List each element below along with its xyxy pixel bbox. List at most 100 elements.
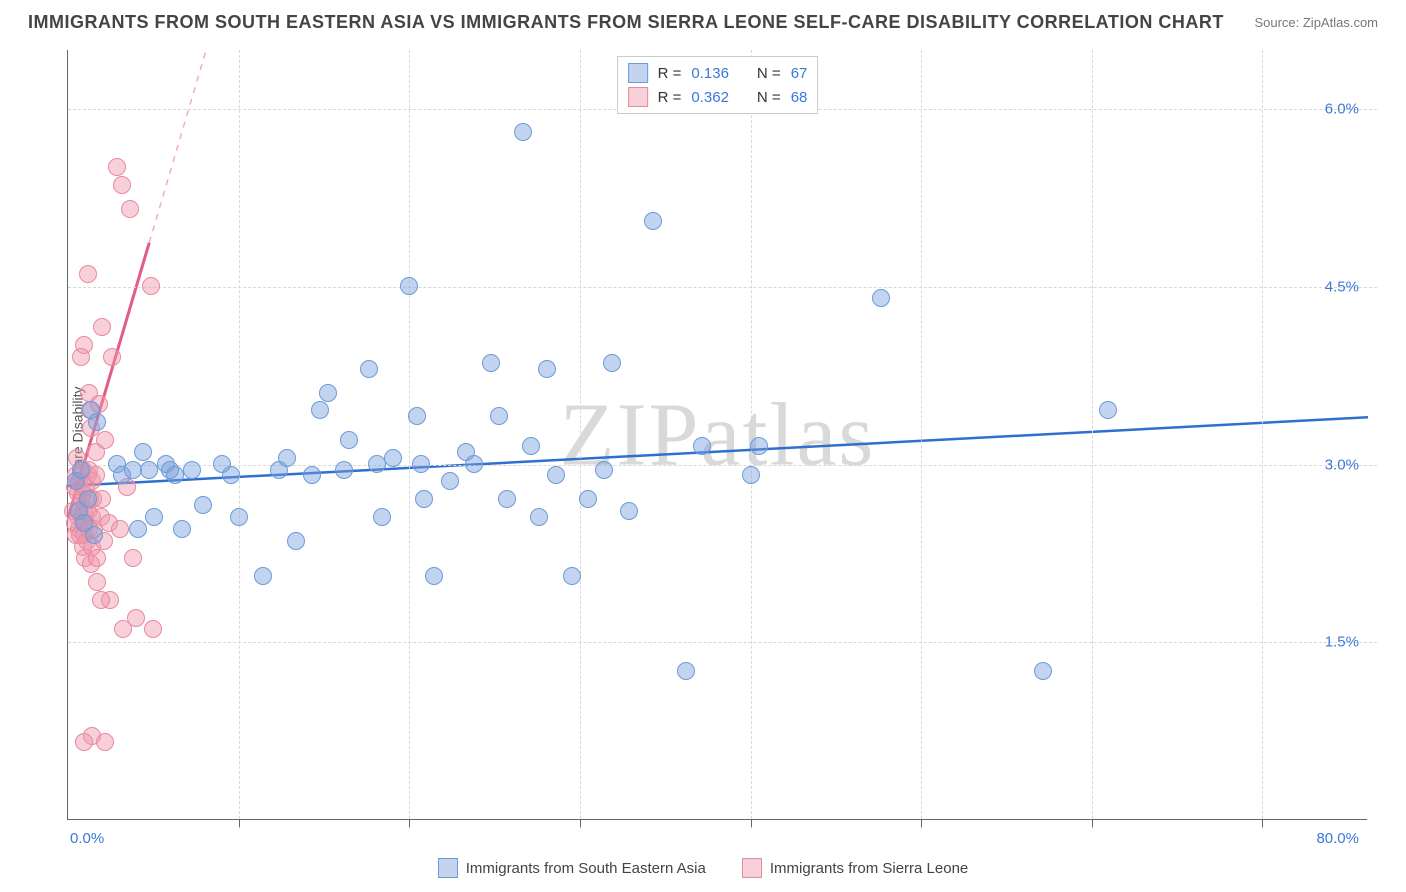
data-point-sea (373, 508, 391, 526)
plot-area: ZIPatlas R = 0.136 N = 67 R = 0.362 N = … (67, 50, 1367, 820)
data-point-sea (742, 466, 760, 484)
data-point-sl (127, 609, 145, 627)
data-point-sl (124, 549, 142, 567)
data-point-sea (88, 413, 106, 431)
x-axis-max: 80.0% (1316, 830, 1359, 847)
n-value-sl: 68 (791, 89, 808, 106)
swatch-sea (438, 858, 458, 878)
series-name-sea: Immigrants from South Eastern Asia (466, 860, 706, 877)
r-value-sl: 0.362 (691, 89, 729, 106)
data-point-sea (412, 455, 430, 473)
data-point-sea (194, 496, 212, 514)
legend-row-sl: R = 0.362 N = 68 (628, 85, 808, 109)
data-point-sea (498, 490, 516, 508)
trend-lines (68, 50, 1368, 820)
data-point-sea (303, 466, 321, 484)
y-tick-label: 1.5% (1325, 634, 1359, 651)
data-point-sea (563, 567, 581, 585)
data-point-sl (144, 620, 162, 638)
data-point-sl (111, 520, 129, 538)
gridline-v (921, 50, 922, 829)
x-tick-mark (239, 819, 240, 827)
data-point-sl (108, 158, 126, 176)
data-point-sea (222, 466, 240, 484)
gridline-v (239, 50, 240, 829)
data-point-sea (522, 437, 540, 455)
data-point-sl (96, 431, 114, 449)
data-point-sea (319, 384, 337, 402)
data-point-sea (620, 502, 638, 520)
r-label: R = (658, 65, 682, 82)
data-point-sea (482, 354, 500, 372)
x-axis-min: 0.0% (70, 830, 104, 847)
data-point-sea (129, 520, 147, 538)
y-tick-label: 4.5% (1325, 278, 1359, 295)
n-value-sea: 67 (791, 65, 808, 82)
data-point-sea (530, 508, 548, 526)
chart-area: ZIPatlas R = 0.136 N = 67 R = 0.362 N = … (45, 50, 1396, 832)
data-point-sea (360, 360, 378, 378)
data-point-sea (173, 520, 191, 538)
data-point-sea (693, 437, 711, 455)
data-point-sea (514, 123, 532, 141)
data-point-sea (465, 455, 483, 473)
n-label: N = (757, 65, 781, 82)
series-legend: Immigrants from South Eastern Asia Immig… (0, 858, 1406, 878)
data-point-sea (644, 212, 662, 230)
swatch-sl (742, 858, 762, 878)
data-point-sl (96, 733, 114, 751)
swatch-sea (628, 63, 648, 83)
data-point-sea (254, 567, 272, 585)
x-tick-mark (580, 819, 581, 827)
data-point-sea (79, 490, 97, 508)
y-tick-label: 3.0% (1325, 456, 1359, 473)
correlation-legend: R = 0.136 N = 67 R = 0.362 N = 68 (617, 56, 819, 114)
legend-row-sea: R = 0.136 N = 67 (628, 61, 808, 85)
source-credit: Source: ZipAtlas.com (1254, 15, 1378, 30)
data-point-sl (88, 573, 106, 591)
r-label: R = (658, 89, 682, 106)
data-point-sea (230, 508, 248, 526)
data-point-sea (85, 526, 103, 544)
data-point-sea (547, 466, 565, 484)
gridline-h (68, 465, 1377, 466)
data-point-sea (278, 449, 296, 467)
series-name-sl: Immigrants from Sierra Leone (770, 860, 968, 877)
data-point-sl (92, 591, 110, 609)
legend-item-sea: Immigrants from South Eastern Asia (438, 858, 706, 878)
data-point-sea (145, 508, 163, 526)
data-point-sl (88, 549, 106, 567)
data-point-sl (93, 318, 111, 336)
data-point-sea (400, 277, 418, 295)
y-tick-label: 6.0% (1325, 101, 1359, 118)
legend-item-sl: Immigrants from Sierra Leone (742, 858, 968, 878)
data-point-sea (579, 490, 597, 508)
data-point-sl (79, 265, 97, 283)
data-point-sea (1034, 662, 1052, 680)
data-point-sl (142, 277, 160, 295)
r-value-sea: 0.136 (691, 65, 729, 82)
data-point-sea (134, 443, 152, 461)
gridline-v (409, 50, 410, 829)
data-point-sea (677, 662, 695, 680)
data-point-sl (75, 733, 93, 751)
x-tick-mark (1262, 819, 1263, 827)
data-point-sea (441, 472, 459, 490)
data-point-sea (384, 449, 402, 467)
data-point-sea (872, 289, 890, 307)
x-tick-mark (409, 819, 410, 827)
data-point-sea (415, 490, 433, 508)
data-point-sl (113, 176, 131, 194)
data-point-sea (603, 354, 621, 372)
x-tick-mark (751, 819, 752, 827)
data-point-sl (103, 348, 121, 366)
data-point-sl (72, 348, 90, 366)
data-point-sl (121, 200, 139, 218)
gridline-v (1092, 50, 1093, 829)
x-tick-mark (921, 819, 922, 827)
x-tick-mark (1092, 819, 1093, 827)
data-point-sea (335, 461, 353, 479)
gridline-h (68, 642, 1377, 643)
data-point-sea (72, 461, 90, 479)
data-point-sea (183, 461, 201, 479)
